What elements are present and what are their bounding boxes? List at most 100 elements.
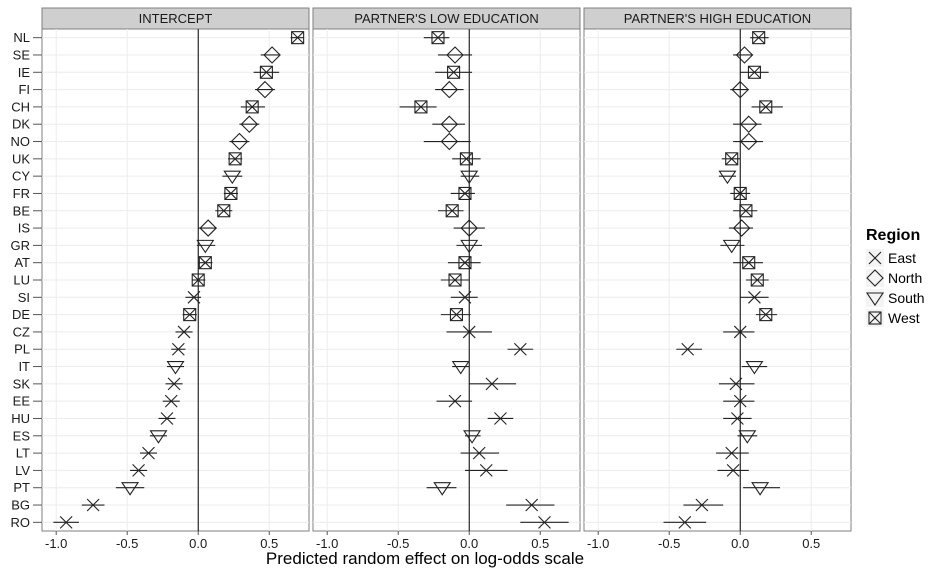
legend-item-north: North (866, 269, 922, 287)
point-es (463, 430, 482, 444)
point-cz (177, 325, 191, 339)
point-fr (224, 186, 238, 200)
x-tick-label: 0.0 (460, 536, 478, 551)
panel-2: PARTNER'S HIGH EDUCATION (583, 7, 852, 532)
point-is (199, 219, 217, 237)
point-ch (414, 100, 428, 114)
point-ro (538, 515, 551, 529)
country-label: IS (18, 221, 31, 236)
country-label: PL (14, 342, 30, 357)
point-at (198, 256, 212, 270)
x-tick-label: 0.5 (260, 536, 278, 551)
point-be (217, 204, 231, 218)
point-se (735, 46, 754, 64)
point-cz (462, 325, 476, 339)
point-pl (681, 342, 695, 356)
point-is (732, 219, 751, 237)
point-ee (733, 394, 747, 408)
legend: Region East North South West (865, 227, 925, 327)
point-pt (433, 482, 452, 496)
point-fr (458, 186, 472, 200)
point-cy (718, 170, 737, 185)
point-cz (733, 325, 747, 339)
point-fr (733, 186, 747, 200)
country-label: RO (11, 515, 31, 530)
point-dk (440, 115, 459, 133)
point-be (445, 204, 459, 218)
country-label: SK (13, 376, 31, 391)
x-tick-label: -1.0 (45, 536, 67, 551)
legend-label: North (888, 270, 922, 286)
country-label: ES (13, 428, 31, 443)
point-hu (160, 412, 174, 425)
legend-item-east: East (866, 249, 916, 267)
legend-item-south: South (865, 289, 925, 307)
point-pl (171, 342, 185, 356)
point-lu (750, 273, 764, 287)
point-dk (240, 115, 259, 133)
point-lv (479, 464, 493, 477)
point-lt (472, 446, 486, 460)
point-ee (448, 394, 462, 408)
panels-group: INTERCEPT PARTNER'S LOW EDUCATION PARTNER'… (41, 7, 852, 532)
country-label: PT (13, 480, 30, 495)
point-ie (747, 65, 761, 79)
point-pt (751, 482, 770, 496)
point-at (742, 256, 756, 270)
country-label: DE (12, 307, 30, 322)
legend-label: West (888, 310, 920, 326)
point-lt (142, 446, 155, 460)
point-ch (759, 100, 773, 114)
country-label: EE (13, 394, 31, 409)
point-gr (722, 239, 741, 254)
point-dk (739, 115, 758, 133)
country-label: AT (14, 255, 30, 270)
point-hu (730, 412, 744, 425)
point-lv (132, 464, 145, 477)
legend-marker (866, 269, 884, 287)
x-axis-ticks: -1.0 -0.5 0.0 0.5 -1.0 -0.5 0.0 0.5 -1.0 -0.5 0.0 0… (45, 531, 820, 551)
x-tick-label: 0.0 (731, 536, 749, 551)
point-de (759, 308, 773, 322)
country-label: GR (11, 238, 31, 253)
legend-item-west: West (866, 309, 920, 327)
point-cy (223, 170, 242, 185)
country-label: CH (11, 99, 30, 114)
country-label: FR (13, 186, 30, 201)
country-label: CY (12, 169, 30, 184)
point-lu (448, 273, 462, 287)
country-label: FI (18, 82, 30, 97)
legend-marker (868, 251, 882, 265)
point-at (458, 256, 472, 270)
panel-title: PARTNER'S HIGH EDUCATION (624, 11, 811, 26)
point-nl (752, 31, 766, 45)
point-si (458, 290, 472, 304)
point-it (745, 361, 764, 375)
x-tick-label: -0.5 (387, 536, 409, 551)
legend-title: Region (866, 227, 920, 244)
point-ch (245, 100, 259, 114)
legend-label: East (888, 250, 916, 266)
country-label: CZ (13, 324, 30, 339)
panel-title: PARTNER'S LOW EDUCATION (354, 11, 539, 26)
x-tick-label: -0.5 (116, 536, 138, 551)
point-no (230, 132, 249, 151)
country-label: LT (16, 446, 30, 461)
country-label: LV (15, 463, 30, 478)
panel-0: INTERCEPT (41, 7, 310, 532)
point-no (739, 132, 758, 151)
country-label: DK (12, 117, 30, 132)
country-label: SI (18, 290, 30, 305)
point-no (440, 132, 459, 151)
x-tick-label: 0.5 (531, 536, 549, 551)
x-tick-label: -1.0 (316, 536, 338, 551)
legend-marker (865, 292, 885, 306)
legend-label: South (888, 290, 925, 306)
point-fi (440, 80, 459, 99)
point-sk (485, 377, 499, 391)
x-tick-label: -1.0 (587, 536, 609, 551)
point-cy (460, 170, 479, 185)
country-label: BG (11, 498, 30, 513)
point-lv (726, 464, 740, 477)
